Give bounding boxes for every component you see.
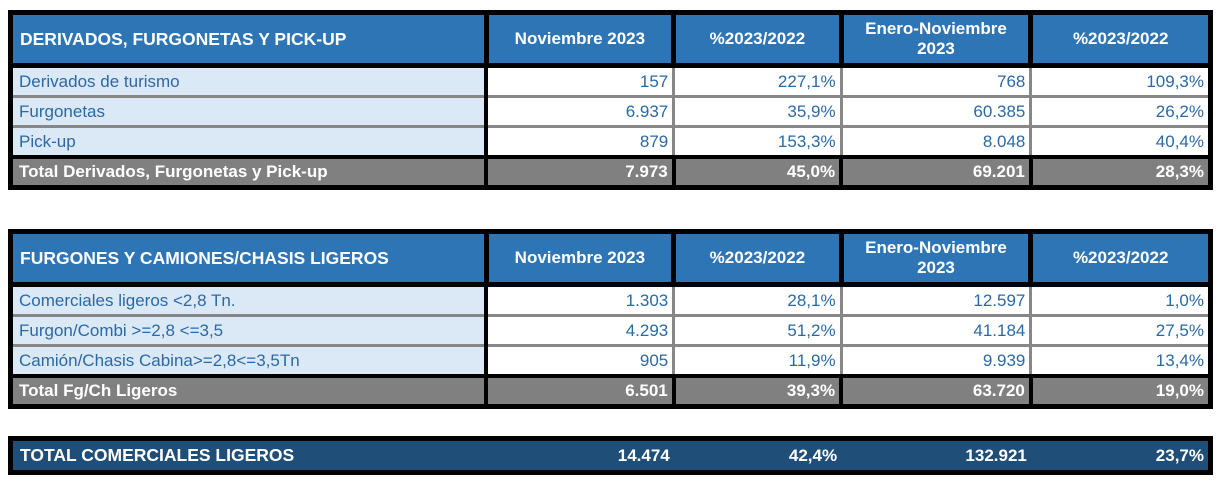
grand-total-value: 23,7% [1030, 438, 1211, 473]
cell-value: 153,3% [673, 126, 843, 159]
grand-total-band: TOTAL COMERCIALES LIGEROS 14.474 42,4% 1… [8, 436, 1213, 475]
cell-value: 28,1% [673, 284, 843, 317]
row-label: Derivados de turismo [10, 65, 488, 98]
total-cell-value: 63.720 [841, 374, 1033, 407]
table-title: FURGONES Y CAMIONES/CHASIS LIGEROS [8, 229, 489, 287]
table-row: Comerciales ligeros <2,8 Tn. 1.303 28,1%… [10, 284, 1211, 317]
table-title: DERIVADOS, FURGONETAS Y PICK-UP [8, 10, 489, 68]
cell-value: 11,9% [673, 345, 843, 378]
total-cell-value: 39,3% [673, 374, 844, 407]
table-row: Derivados de turismo 157 227,1% 768 109,… [10, 65, 1211, 98]
grand-total-label: TOTAL COMERCIALES LIGEROS [10, 438, 486, 473]
cell-value: 879 [486, 126, 676, 159]
header-row: DERIVADOS, FURGONETAS Y PICK-UP Noviembr… [8, 10, 1213, 68]
cell-value: 157 [486, 65, 676, 98]
column-header-pct-ytd: %2023/2022 [1028, 10, 1213, 68]
total-row-label: Total Derivados, Furgonetas y Pick-up [10, 155, 488, 188]
cell-value: 27,5% [1030, 315, 1211, 347]
row-label: Furgonetas [10, 96, 488, 128]
table-row: Furgonetas 6.937 35,9% 60.385 26,2% [10, 96, 1211, 128]
cell-value: 1,0% [1030, 284, 1211, 317]
table-row: Furgon/Combi >=2,8 <=3,5 4.293 51,2% 41.… [10, 315, 1211, 347]
cell-value: 768 [841, 65, 1033, 98]
report-body: DERIVADOS, FURGONETAS Y PICK-UP Noviembr… [8, 10, 1217, 475]
cell-value: 12.597 [841, 284, 1033, 317]
column-header-pct-ytd: %2023/2022 [1028, 229, 1213, 287]
header-row: FURGONES Y CAMIONES/CHASIS LIGEROS Novie… [8, 229, 1213, 287]
cell-value: 9.939 [841, 345, 1033, 378]
cell-value: 4.293 [486, 315, 676, 347]
table-derivados-furgonetas-pickup: DERIVADOS, FURGONETAS Y PICK-UP Noviembr… [8, 10, 1213, 190]
cell-value: 26,2% [1030, 96, 1211, 128]
cell-value: 41.184 [841, 315, 1033, 347]
total-cell-value: 6.501 [486, 374, 676, 407]
column-header-pct-month: %2023/2022 [671, 229, 844, 287]
total-row: Total Fg/Ch Ligeros 6.501 39,3% 63.720 1… [10, 374, 1211, 407]
cell-value: 1.303 [486, 284, 676, 317]
total-cell-value: 69.201 [841, 155, 1033, 188]
column-header-noviembre: Noviembre 2023 [483, 229, 677, 287]
cell-value: 60.385 [841, 96, 1033, 128]
total-row: Total Derivados, Furgonetas y Pick-up 7.… [10, 155, 1211, 188]
row-label: Furgon/Combi >=2,8 <=3,5 [10, 315, 488, 347]
grand-total-value: 42,4% [673, 438, 842, 473]
table-row: Camión/Chasis Cabina>=2,8<=3,5Tn 905 11,… [10, 345, 1211, 378]
row-label: Comerciales ligeros <2,8 Tn. [10, 284, 488, 317]
total-cell-value: 45,0% [673, 155, 844, 188]
grand-total-value: 132.921 [841, 438, 1031, 473]
cell-value: 8.048 [841, 126, 1033, 159]
column-header-enero-noviembre: Enero-Noviembre 2023 [838, 10, 1034, 68]
cell-value: 51,2% [673, 315, 843, 347]
cell-value: 13,4% [1030, 345, 1211, 378]
spacer [8, 190, 1217, 229]
cell-value: 227,1% [673, 65, 843, 98]
cell-value: 6.937 [486, 96, 676, 128]
total-row-label: Total Fg/Ch Ligeros [10, 374, 488, 407]
column-header-pct-month: %2023/2022 [671, 10, 844, 68]
table-row: Pick-up 879 153,3% 8.048 40,4% [10, 126, 1211, 159]
cell-value: 35,9% [673, 96, 843, 128]
total-cell-value: 28,3% [1030, 155, 1211, 188]
grand-total-row: TOTAL COMERCIALES LIGEROS 14.474 42,4% 1… [10, 438, 1211, 473]
spacer [8, 409, 1217, 436]
row-label: Pick-up [10, 126, 488, 159]
column-header-enero-noviembre: Enero-Noviembre 2023 [838, 229, 1034, 287]
cell-value: 40,4% [1030, 126, 1211, 159]
row-label: Camión/Chasis Cabina>=2,8<=3,5Tn [10, 345, 488, 378]
total-cell-value: 7.973 [486, 155, 676, 188]
cell-value: 109,3% [1030, 65, 1211, 98]
grand-total-value: 14.474 [486, 438, 674, 473]
total-cell-value: 19,0% [1030, 374, 1211, 407]
cell-value: 905 [486, 345, 676, 378]
table-furgones-camiones-chasis: FURGONES Y CAMIONES/CHASIS LIGEROS Novie… [8, 229, 1213, 409]
column-header-noviembre: Noviembre 2023 [483, 10, 677, 68]
